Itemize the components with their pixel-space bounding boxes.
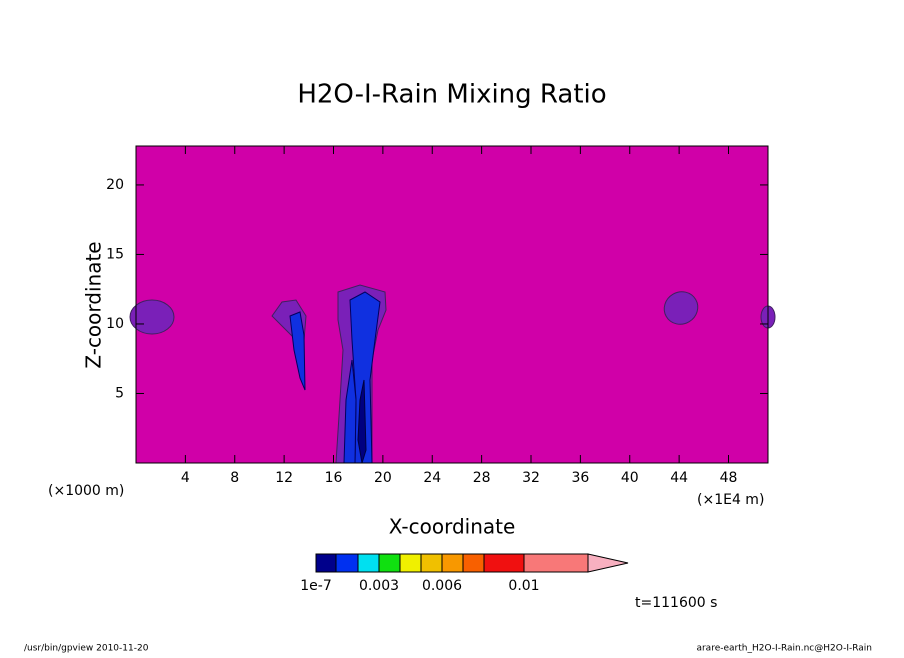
y-tick-label: 15: [106, 246, 124, 262]
chart-title: H2O-I-Rain Mixing Ratio: [297, 80, 606, 110]
colorbar-box: [483, 553, 525, 573]
x-tick-label: 44: [670, 470, 688, 486]
x-unit-right: (×1E4 m): [697, 492, 764, 508]
colorbar-box: [523, 553, 589, 573]
footer-left: /usr/bin/gpview 2010-11-20: [24, 644, 149, 654]
x-tick-label: 4: [181, 470, 190, 486]
colorbar-extend: [587, 553, 629, 573]
x-tick-label: 16: [325, 470, 343, 486]
x-tick-label: 48: [720, 470, 738, 486]
x-tick-label: 36: [571, 470, 589, 486]
plot-frame: [135, 145, 769, 464]
time-label: t=111600 s: [635, 595, 717, 611]
y-axis-label: Z-coordinate: [82, 241, 106, 368]
colorbar-box: [357, 553, 380, 573]
x-tick-label: 32: [522, 470, 540, 486]
colorbar-box: [378, 553, 401, 573]
x-tick-label: 28: [473, 470, 491, 486]
colorbar-tick-label: 1e-7: [300, 578, 331, 594]
colorbar-box: [335, 553, 359, 573]
x-tick-label: 20: [374, 470, 392, 486]
colorbar-box: [399, 553, 422, 573]
colorbar-box: [420, 553, 443, 573]
x-tick-label: 24: [423, 470, 441, 486]
x-axis-label: X-coordinate: [389, 515, 516, 539]
contour-shapes: [129, 284, 776, 464]
y-tick-label: 10: [106, 316, 124, 332]
x-tick-label: 12: [275, 470, 293, 486]
colorbar-tick-label: 0.006: [422, 578, 462, 594]
x-tick-label: 8: [230, 470, 239, 486]
colorbar-box: [462, 553, 485, 573]
y-tick-label: 20: [106, 177, 124, 193]
colorbar-tick-label: 0.01: [508, 578, 539, 594]
colorbar-box: [315, 553, 337, 573]
y-tick-label: 5: [115, 385, 124, 401]
plot-area: [136, 146, 768, 463]
x-tick-label: 40: [621, 470, 639, 486]
x-unit-left: (×1000 m): [48, 483, 124, 499]
colorbar-tick-label: 0.003: [359, 578, 399, 594]
colorbar-box: [441, 553, 464, 573]
footer-right: arare-earth_H2O-I-Rain.nc@H2O-I-Rain: [696, 644, 872, 654]
